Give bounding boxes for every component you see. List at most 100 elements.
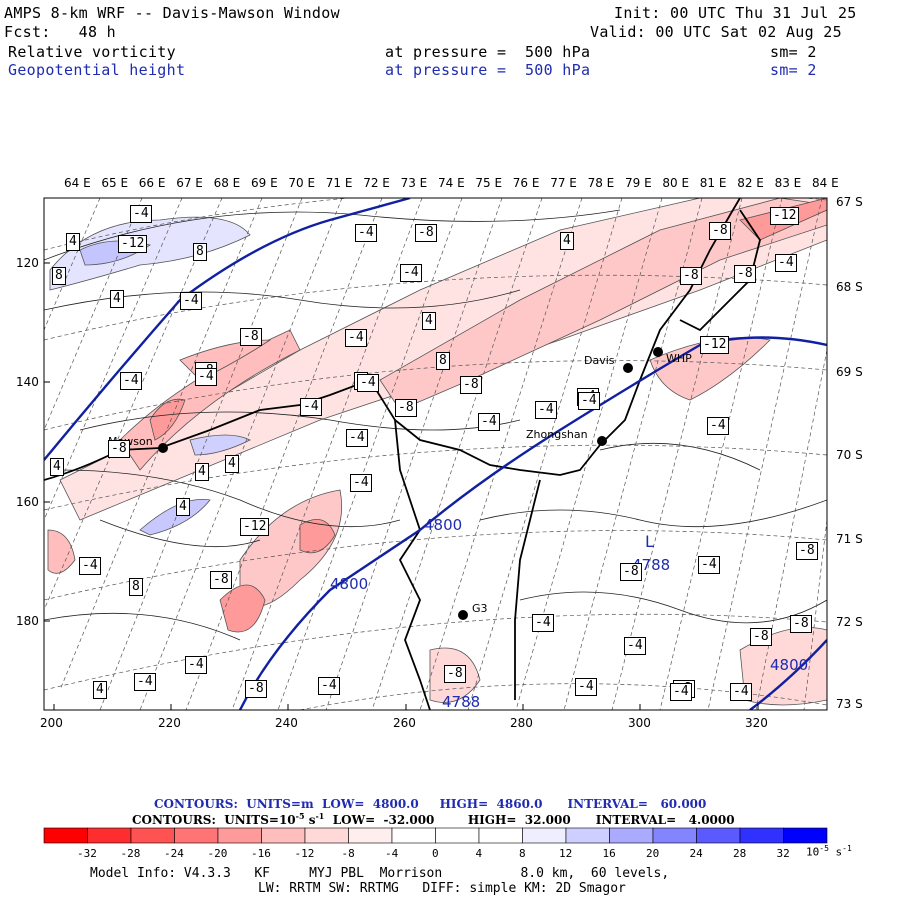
- lon-label: 84 E: [812, 176, 839, 190]
- x-tick-label: 300: [628, 716, 651, 730]
- colorbar-tick-label: -8: [341, 847, 355, 860]
- vorticity-label: -8: [245, 680, 267, 698]
- vorticity-label: 8: [52, 267, 66, 285]
- vorticity-label: -4: [355, 224, 377, 242]
- colorbar-swatch: [261, 827, 306, 844]
- vorticity-label: -4: [535, 401, 557, 419]
- station-markers: [158, 347, 663, 620]
- y-tick-label: 180: [16, 614, 39, 628]
- lon-label: 65 E: [101, 176, 129, 190]
- colorbar-tick-label: 20: [646, 847, 660, 860]
- field2-level: at pressure = 500 hPa: [385, 61, 591, 79]
- colorbar-tick-label: -32: [77, 847, 97, 860]
- y-tick-label: 160: [16, 495, 39, 509]
- y-tick-label: 120: [16, 256, 39, 270]
- vorticity-label: -4: [185, 656, 207, 674]
- colorbar-tick-label: 24: [689, 847, 703, 860]
- vorticity-label: -8: [750, 628, 772, 646]
- colorbar-tick-label: -16: [251, 847, 271, 860]
- forecast-hour: Fcst: 48 h: [4, 23, 116, 41]
- vorticity-contours-info: CONTOURS: UNITS=10-5 s-1 LOW= -32.000 HI…: [132, 811, 735, 827]
- vorticity-label: -8: [796, 542, 818, 560]
- x-tick-label: 240: [275, 716, 298, 730]
- colorbar-swatch: [391, 827, 436, 844]
- colorbar-swatch: [174, 827, 219, 844]
- x-tick-label: 260: [393, 716, 416, 730]
- lat-label: 73 S: [836, 697, 863, 711]
- colorbar-swatch: [43, 827, 88, 844]
- g3-marker: [458, 610, 468, 620]
- lon-label: 73 E: [400, 176, 428, 190]
- vorticity-label: 4: [176, 498, 190, 516]
- vorticity-label: 8: [436, 352, 450, 370]
- field2-name: Geopotential height: [8, 61, 186, 79]
- lon-label: 75 E: [475, 176, 503, 190]
- lat-label: 72 S: [836, 615, 863, 629]
- colorbar-tick-label: 0: [432, 847, 439, 860]
- lat-gridlines: [44, 198, 827, 710]
- vorticity-label: -4: [195, 368, 217, 386]
- field1-smoothing: sm= 2: [770, 43, 817, 61]
- vorticity-label: -8: [460, 376, 482, 394]
- vorticity-label: -4: [624, 637, 646, 655]
- vorticity-label: -4: [578, 392, 600, 410]
- station-label-zhongshan: Zhongshan: [526, 428, 588, 441]
- vorticity-label: 8: [193, 243, 207, 261]
- colorbar-tick-label: 8: [519, 847, 526, 860]
- lat-label: 67 S: [836, 195, 863, 209]
- vorticity-label: -4: [478, 413, 500, 431]
- vorticity-label: 4: [50, 458, 64, 476]
- colorbar-tick-label: 12: [559, 847, 573, 860]
- mawson-marker: [158, 443, 168, 453]
- valid-time: Valid: 00 UTC Sat 02 Aug 25: [590, 23, 842, 41]
- lon-label: 64 E: [64, 176, 91, 190]
- vorticity-label: -12: [700, 336, 730, 354]
- colorbar-tick-label: 28: [733, 847, 747, 860]
- station-label-g3: G3: [472, 602, 488, 615]
- colorbar-swatch: [435, 827, 480, 844]
- vorticity-label: -12: [118, 235, 148, 253]
- height-label: 4788: [442, 693, 481, 711]
- init-time: Init: 00 UTC Thu 31 Jul 25: [614, 4, 857, 22]
- vorticity-label: -4: [730, 683, 752, 701]
- lon-label: 74 E: [438, 176, 465, 190]
- height-contours-info: CONTOURS: UNITS=m LOW= 4800.0 HIGH= 4860…: [154, 797, 707, 811]
- vorticity-label: -4: [180, 292, 202, 310]
- x-tick-label: 320: [745, 716, 768, 730]
- field1-level: at pressure = 500 hPa: [385, 43, 591, 61]
- colorbar-swatch: [696, 827, 741, 844]
- vorticity-label: -12: [240, 518, 270, 536]
- vorticity-label: -4: [120, 372, 142, 390]
- colorbar-swatch: [783, 827, 828, 844]
- vorticity-label: -8: [620, 563, 642, 581]
- colorbar-tick-label: -4: [385, 847, 399, 860]
- lon-label: 66 E: [138, 176, 166, 190]
- colorbar-swatch: [739, 827, 784, 844]
- lon-gridlines: [44, 198, 827, 710]
- vorticity-label: -4: [318, 677, 340, 695]
- x-tick-label: 280: [510, 716, 533, 730]
- vorticity-label: -4: [575, 678, 597, 696]
- colorbar-swatch: [478, 827, 523, 844]
- colorbar-tick-label: -20: [207, 847, 228, 860]
- vorticity-label: 4: [225, 455, 239, 473]
- colorbar-unit: 10-5 s-1: [806, 844, 852, 859]
- vorticity-label: -8: [790, 615, 812, 633]
- lon-label: 70 E: [288, 176, 316, 190]
- station-label-davis: Davis: [584, 354, 615, 367]
- lon-label: 79 E: [625, 176, 652, 190]
- lon-label: 71 E: [325, 176, 353, 190]
- low-center-label: L: [645, 532, 654, 551]
- map-title: AMPS 8-km WRF -- Davis-Mawson Window: [4, 4, 340, 22]
- lon-label: 83 E: [774, 176, 802, 190]
- vorticity-label: -4: [532, 614, 554, 632]
- colorbar: [43, 827, 828, 844]
- station-label-whp: WHP: [666, 352, 692, 365]
- y-tick-label: 140: [16, 375, 39, 389]
- vorticity-label: -4: [300, 398, 322, 416]
- colorbar-tick-label: -28: [120, 847, 141, 860]
- vorticity-label: 4: [110, 290, 124, 308]
- vorticity-label: -8: [395, 399, 417, 417]
- vorticity-label: -8: [680, 267, 702, 285]
